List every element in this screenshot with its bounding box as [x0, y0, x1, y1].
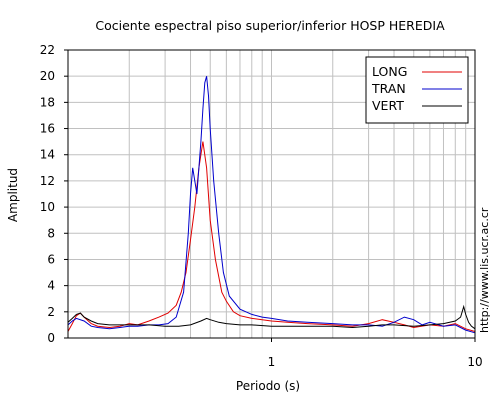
legend: LONG TRAN VERT: [365, 56, 469, 124]
x-axis-label: Periodo (s): [236, 379, 300, 393]
chart-title: Cociente espectral piso superior/inferio…: [95, 18, 445, 33]
y-tick-label: 8: [47, 226, 55, 240]
legend-box: [365, 56, 469, 124]
series-line-vert: [67, 304, 476, 330]
x-tick-label: 10: [467, 355, 482, 369]
legend-label-vert: VERT: [372, 98, 404, 113]
legend-label-long: LONG: [372, 64, 407, 79]
series-line-long: [67, 141, 476, 332]
y-tick-label: 10: [40, 200, 55, 214]
y-tick-label: 12: [40, 174, 55, 188]
y-axis-label: Amplitud: [6, 168, 20, 222]
watermark-url: http://www.lis.ucr.ac.cr: [478, 207, 491, 333]
y-tick-label: 6: [47, 252, 55, 266]
legend-label-tran: TRAN: [371, 81, 406, 96]
y-tick-labels: 0 2 4 6 8 10 12 14 16 18 20 22: [40, 43, 68, 345]
y-tick-label: 20: [40, 69, 55, 83]
series-lines: [67, 76, 476, 334]
y-tick-label: 18: [40, 95, 55, 109]
series-line-tran: [67, 76, 476, 334]
y-tick-label: 16: [40, 122, 55, 136]
y-tick-label: 22: [40, 43, 55, 57]
y-tick-label: 2: [47, 305, 55, 319]
y-tick-label: 0: [47, 331, 55, 345]
y-tick-label: 4: [47, 279, 55, 293]
x-tick-labels: 1 10: [268, 338, 483, 369]
x-tick-label: 1: [268, 355, 276, 369]
y-tick-label: 14: [40, 148, 55, 162]
